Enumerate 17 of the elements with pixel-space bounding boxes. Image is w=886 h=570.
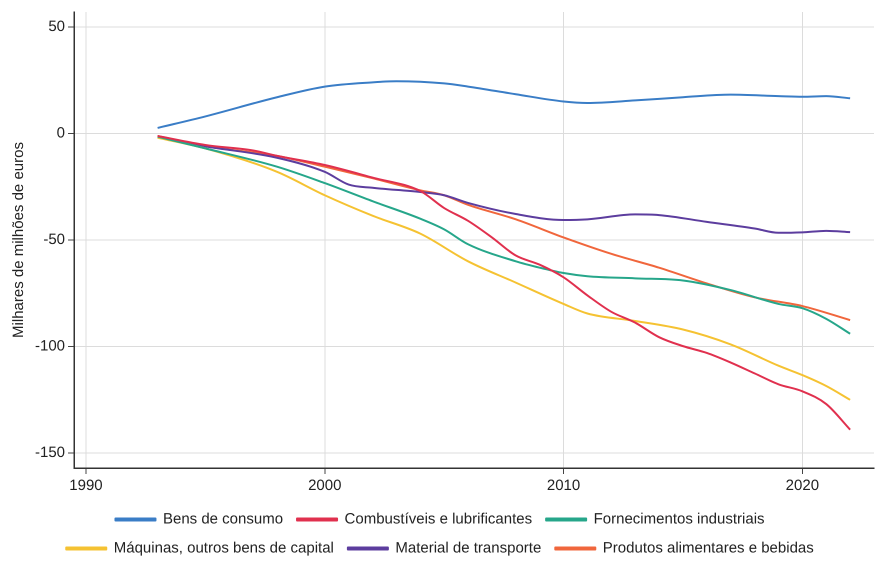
legend-label: Material de transporte: [395, 540, 542, 557]
x-tick-label: 2020: [786, 477, 820, 494]
y-axis-title: Milhares de milhões de euros: [10, 142, 28, 338]
y-tick-label: 0: [56, 124, 66, 142]
legend-label: Bens de consumo: [162, 510, 284, 528]
line-series: [156, 80, 852, 129]
x-tick-label: 2010: [546, 477, 580, 494]
legend-label: Fornecimentos industriais: [594, 510, 765, 528]
y-tick-label: -150: [34, 444, 66, 462]
legend-label: Combustíveis e lubrificantes: [344, 510, 532, 528]
legend-label: Produtos alimentares e bebidas: [602, 540, 814, 557]
y-tick-label: -50: [43, 231, 66, 248]
y-tick-label: -100: [34, 338, 66, 355]
x-tick-label: 1990: [69, 477, 103, 494]
x-tick-label: 2000: [308, 477, 342, 494]
legend-label: Máquinas, outros bens de capital: [114, 540, 334, 557]
y-tick-label: 50: [48, 18, 66, 36]
